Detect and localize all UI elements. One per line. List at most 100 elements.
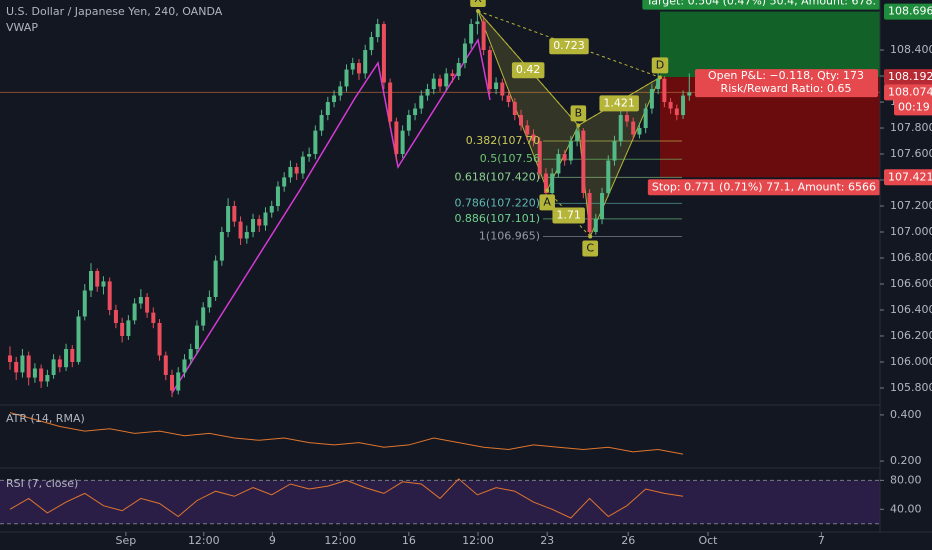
pnl-label: Open P&L: −0.118, Qty: 173 (708, 69, 864, 82)
candle-body (263, 212, 268, 226)
candle-body (244, 232, 249, 239)
candle-body (344, 69, 349, 87)
y-tick-label: 105.800 (890, 381, 932, 394)
candle-body (562, 154, 567, 161)
candle-body (45, 374, 50, 382)
price-axis-label: 108.074 (888, 85, 932, 98)
rsi-band (0, 480, 880, 524)
y-tick-label: 107.200 (890, 199, 932, 212)
candle-body (238, 221, 243, 239)
candle-body (481, 21, 486, 51)
candle-body (251, 219, 256, 233)
candle-body (394, 121, 399, 155)
bar-countdown-box (894, 99, 932, 116)
pattern-point-label-box (570, 105, 587, 122)
candle-body (525, 125, 530, 135)
indicator-line (9, 412, 684, 455)
price-axis-label: 107.421 (888, 170, 932, 183)
candle-body (182, 359, 187, 373)
candle-body (313, 130, 318, 155)
x-tick-label: Oct (698, 534, 718, 547)
ratio-label-box (511, 62, 545, 79)
candle-body (194, 325, 199, 349)
candle-body (338, 86, 343, 96)
candle-body (113, 309, 118, 323)
y-tick-label: 106.600 (890, 277, 932, 290)
x-tick-label: Sep (116, 534, 137, 547)
pane-title: ATR (14, RMA) (6, 412, 85, 425)
candle-body (170, 374, 175, 391)
candle-body (656, 78, 661, 90)
candle-body (450, 73, 455, 77)
candle-body (294, 167, 299, 174)
y-tick-label: 40.00 (890, 502, 922, 515)
candle-body (568, 141, 573, 161)
candle-body (219, 232, 224, 261)
ratio-label-box (552, 207, 585, 224)
ratio-label: 1.421 (603, 96, 635, 109)
candle-body (375, 24, 380, 38)
zigzag-drawing (171, 38, 491, 394)
candle-body (581, 130, 586, 194)
pattern-point (588, 234, 593, 239)
stop-label: Stop: 0.771 (0.71%) 77.1, Amount: 6566 (652, 180, 876, 193)
candle-body (618, 115, 623, 142)
ratio-label-box (599, 95, 639, 112)
candle-body (369, 37, 374, 51)
candle-body (307, 154, 312, 157)
candle-body (51, 359, 56, 375)
pattern-point-label-box (539, 194, 555, 211)
candle-body (151, 312, 156, 323)
candle-body (145, 296, 150, 313)
pattern-point (576, 123, 581, 128)
candle-body (612, 141, 617, 161)
candle-body (232, 206, 237, 222)
fib-label: 0.5(107.56 (480, 152, 540, 165)
pattern-point-label-box (470, 0, 486, 8)
candle-body (275, 186, 280, 207)
candle-body (157, 322, 162, 356)
chart-title: U.S. Dollar / Japanese Yen, 240, OANDA (6, 5, 223, 18)
target-label: Target: 0.504 (0.47%) 50.4, Amount: 678. (645, 0, 876, 8)
pnl-box (695, 69, 878, 98)
pattern-point-label: X (474, 0, 482, 5)
x-tick-label: 26 (621, 534, 635, 547)
candle-body (674, 108, 679, 116)
pattern-point-label: B (575, 106, 583, 119)
candle-body (469, 24, 474, 44)
candle-body (494, 82, 499, 90)
y-tick-label: 107.600 (890, 147, 932, 160)
y-tick-label: 0.200 (890, 454, 922, 467)
stop-label-box (647, 179, 880, 196)
candle-body (356, 63, 361, 74)
candle-body (631, 121, 636, 135)
candle-body (269, 206, 274, 213)
candle-body (425, 89, 430, 96)
x-tick-label: 23 (540, 534, 554, 547)
candle-body (32, 368, 37, 378)
candle-body (226, 206, 231, 233)
candle-body (257, 219, 262, 226)
fib-label: 1(106.965) (479, 230, 540, 243)
candle-body (419, 95, 424, 109)
candle-body (363, 50, 368, 74)
candle-body (687, 92, 692, 96)
candle-body (126, 320, 131, 336)
candle-body (587, 193, 592, 233)
price-axis-label-box (884, 69, 932, 86)
y-tick-label: 106.400 (890, 303, 932, 316)
pattern-point-label: C (586, 242, 594, 255)
price-axis-label-box (884, 169, 932, 186)
candle-body (475, 21, 480, 25)
candle-body (188, 348, 193, 360)
candle-body (213, 260, 218, 297)
x-tick-label: 9 (269, 534, 276, 547)
x-tick-label: 12:00 (462, 534, 494, 547)
candle-body (556, 154, 561, 174)
candle-body (531, 134, 536, 142)
y-tick-label: 108.400 (890, 43, 932, 56)
price-axis-label: 108.192 (888, 70, 932, 83)
candle-body (20, 355, 25, 373)
indicator-line (9, 478, 684, 519)
